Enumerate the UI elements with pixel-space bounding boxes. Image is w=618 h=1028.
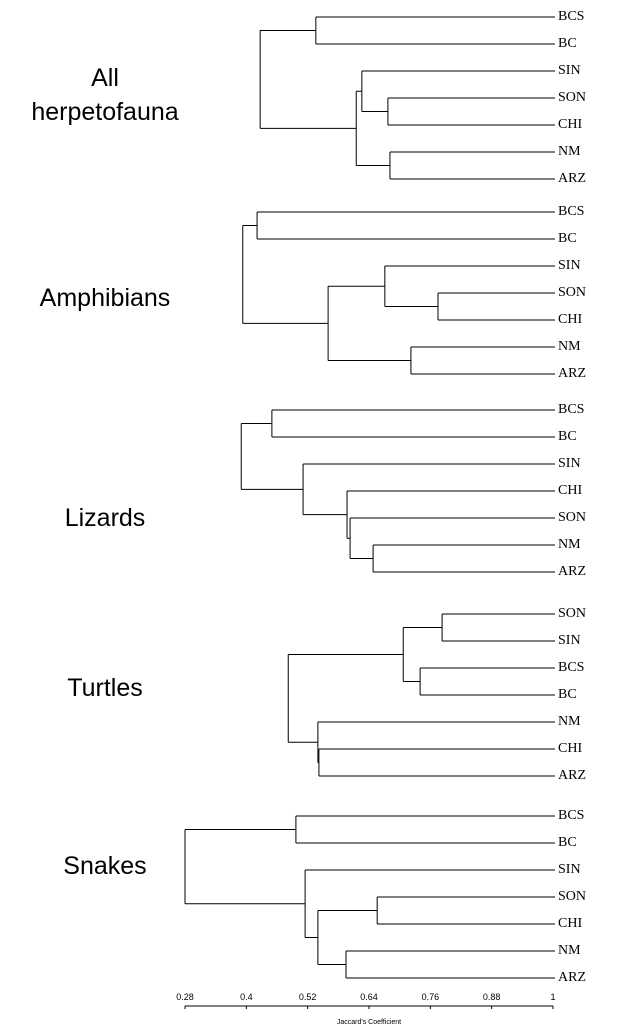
tick-label: 0.52	[299, 992, 317, 1002]
leaf-label: ARZ	[558, 768, 586, 783]
leaf-label: SON	[558, 606, 586, 621]
leaf-label: NM	[558, 339, 581, 354]
panel-title: Turtles	[67, 674, 142, 702]
leaf-label: SIN	[558, 862, 581, 877]
leaf-label: BC	[558, 835, 577, 850]
leaf-label: CHI	[558, 117, 582, 132]
panel-title: Lizards	[65, 504, 146, 532]
leaf-label: BC	[558, 429, 577, 444]
leaf-label: SON	[558, 510, 586, 525]
tick-label: 1	[550, 992, 555, 1002]
leaf-label: BCS	[558, 660, 584, 675]
leaf-label: CHI	[558, 483, 582, 498]
axis-label: Jaccard's Coefficient	[337, 1019, 401, 1026]
leaf-label: SIN	[558, 63, 581, 78]
leaf-label: BCS	[558, 402, 584, 417]
tick-label: 0.88	[483, 992, 501, 1002]
leaf-label: CHI	[558, 312, 582, 327]
leaf-label: BC	[558, 687, 577, 702]
leaf-label: NM	[558, 144, 581, 159]
leaf-label: ARZ	[558, 171, 586, 186]
leaf-label: NM	[558, 714, 581, 729]
leaf-label: SIN	[558, 456, 581, 471]
leaf-label: SON	[558, 889, 586, 904]
panel-title: Amphibians	[40, 284, 171, 312]
panel-title: herpetofauna	[31, 98, 178, 126]
leaf-label: BC	[558, 36, 577, 51]
leaf-label: BC	[558, 231, 577, 246]
leaf-label: BCS	[558, 204, 584, 219]
leaf-label: SIN	[558, 258, 581, 273]
panel-title: Snakes	[63, 852, 146, 880]
leaf-label: CHI	[558, 916, 582, 931]
leaf-label: ARZ	[558, 366, 586, 381]
leaf-label: SIN	[558, 633, 581, 648]
leaf-label: CHI	[558, 741, 582, 756]
leaf-label: SON	[558, 285, 586, 300]
tick-label: 0.64	[360, 992, 378, 1002]
tick-label: 0.28	[176, 992, 194, 1002]
leaf-label: NM	[558, 943, 581, 958]
leaf-label: ARZ	[558, 564, 586, 579]
leaf-label: BCS	[558, 9, 584, 24]
panel-title: All	[91, 64, 119, 92]
leaf-label: BCS	[558, 808, 584, 823]
leaf-label: ARZ	[558, 970, 586, 985]
leaf-label: NM	[558, 537, 581, 552]
leaf-label: SON	[558, 90, 586, 105]
tick-label: 0.76	[422, 992, 440, 1002]
tick-label: 0.4	[240, 992, 253, 1002]
